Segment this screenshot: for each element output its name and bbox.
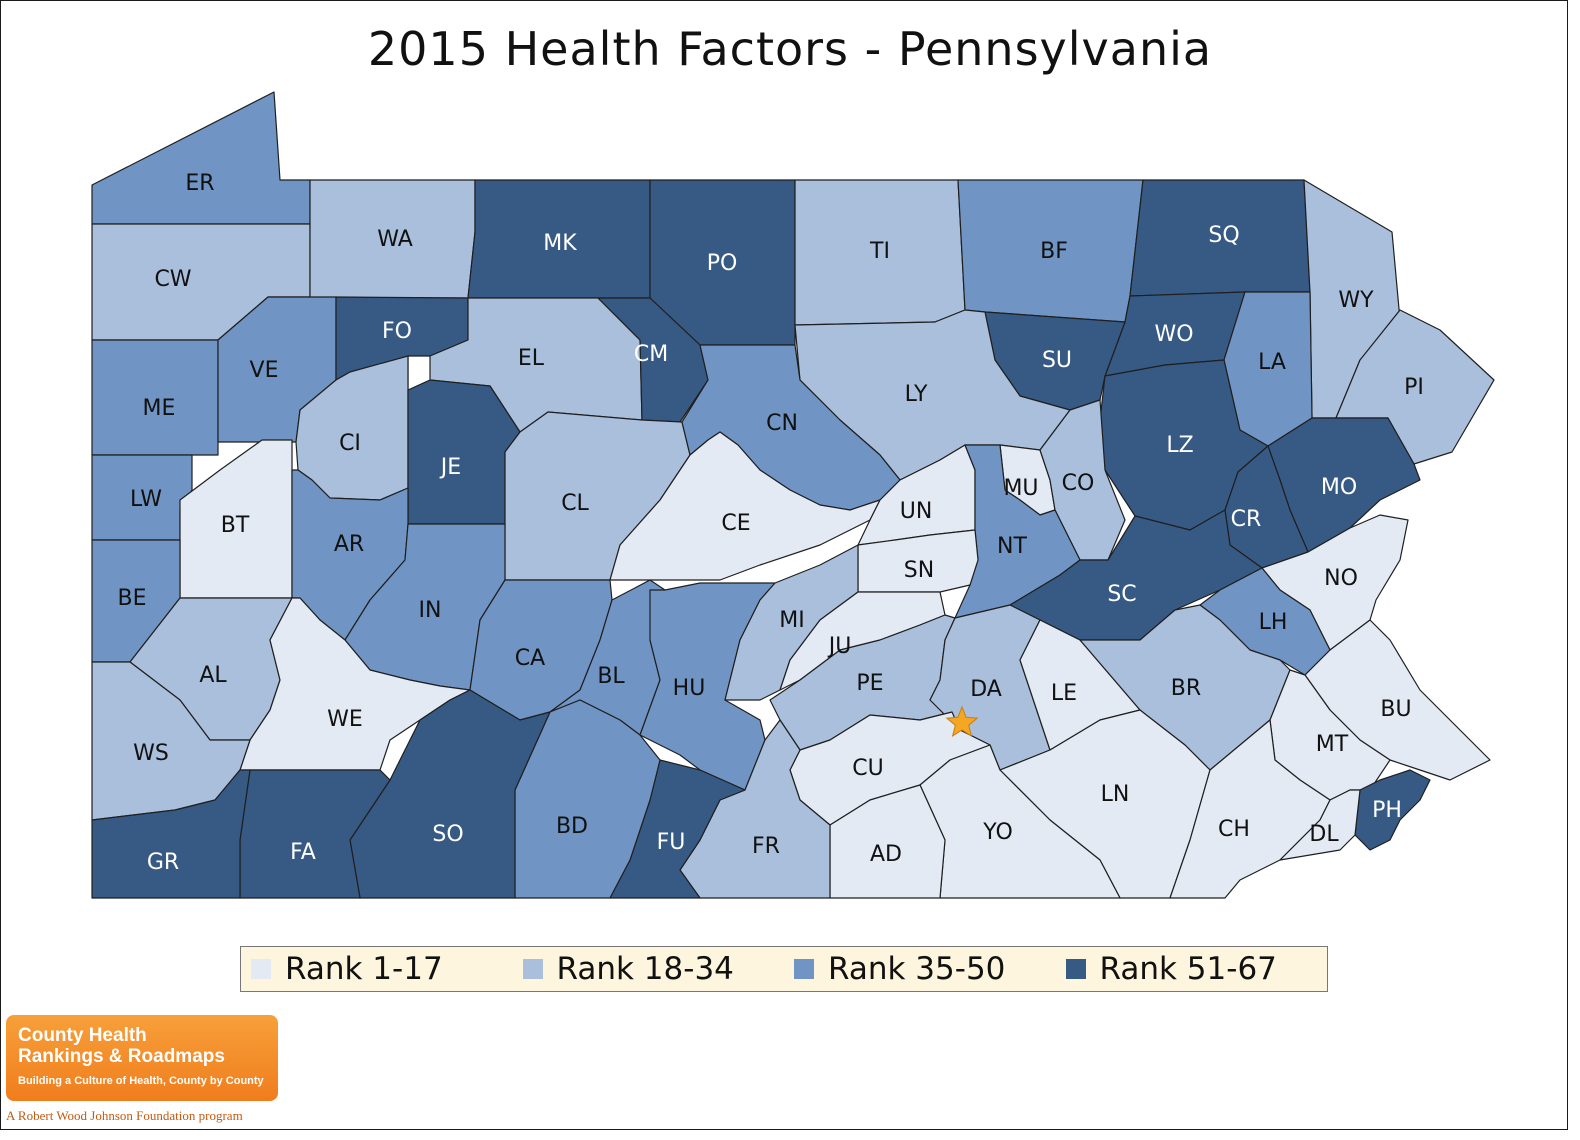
- county-label-po: PO: [707, 251, 738, 276]
- county-label-sc: SC: [1107, 582, 1136, 607]
- county-label-bl: BL: [597, 664, 625, 689]
- county-label-ad: AD: [870, 842, 902, 867]
- county-hu[interactable]: [639, 582, 776, 791]
- county-label-wo: WO: [1154, 322, 1193, 347]
- logo-name-line2: Rankings & Roadmaps: [18, 1046, 225, 1067]
- county-label-so: SO: [432, 822, 463, 847]
- county-label-sn: SN: [904, 558, 934, 583]
- county-label-da: DA: [970, 677, 1002, 702]
- county-label-pe: PE: [856, 671, 883, 696]
- county-label-ar: AR: [334, 532, 364, 557]
- county-label-mo: MO: [1321, 475, 1357, 500]
- county-label-sq: SQ: [1208, 223, 1239, 248]
- legend-swatch-rank-18-34: [522, 959, 543, 979]
- county-cm[interactable]: [597, 297, 709, 423]
- legend-item-rank-35-50: Rank 35-50: [784, 951, 1056, 987]
- legend-label: Rank 35-50: [828, 951, 1006, 987]
- county-label-nt: NT: [997, 534, 1027, 559]
- logo-name-line1: County Health: [18, 1025, 147, 1046]
- county-label-pi: PI: [1404, 375, 1424, 400]
- county-label-le: LE: [1051, 681, 1077, 706]
- county-health-rankings-logo[interactable]: County Health Rankings & Roadmaps Buildi…: [6, 1015, 278, 1101]
- logo-footer: A Robert Wood Johnson Foundation program: [6, 1108, 243, 1123]
- county-label-fr: FR: [752, 834, 780, 859]
- county-label-mi: MI: [779, 608, 804, 633]
- county-label-hu: HU: [673, 676, 706, 701]
- county-label-cw: CW: [154, 267, 191, 292]
- county-label-co: CO: [1062, 471, 1095, 496]
- county-label-ly: LY: [905, 382, 928, 407]
- legend-item-rank-18-34: Rank 18-34: [513, 951, 785, 987]
- logo-tagline: Building a Culture of Health, County by …: [18, 1075, 264, 1087]
- county-label-cl: CL: [561, 491, 589, 516]
- county-label-ws: WS: [133, 741, 169, 766]
- logo-name: County Health Rankings & Roadmaps: [18, 1025, 225, 1067]
- county-label-ci: CI: [339, 431, 361, 456]
- county-label-bd: BD: [556, 814, 588, 839]
- county-label-lw: LW: [130, 487, 162, 512]
- county-label-ve: VE: [250, 358, 279, 383]
- county-dl[interactable]: [1279, 789, 1361, 861]
- county-label-ce: CE: [721, 511, 750, 536]
- county-label-je: JE: [439, 455, 461, 480]
- county-label-mu: MU: [1003, 476, 1038, 501]
- county-label-dl: DL: [1309, 822, 1339, 847]
- county-label-cu: CU: [852, 756, 883, 781]
- county-ph[interactable]: [1354, 769, 1431, 851]
- legend-label: Rank 18-34: [556, 951, 734, 987]
- county-label-bu: BU: [1380, 697, 1411, 722]
- county-label-fu: FU: [657, 830, 686, 855]
- county-label-ti: TI: [869, 239, 890, 264]
- legend-item-rank-51-67: Rank 51-67: [1056, 951, 1328, 987]
- county-label-we: WE: [327, 707, 363, 732]
- county-label-wy: WY: [1338, 288, 1374, 313]
- county-label-ln: LN: [1101, 782, 1130, 807]
- county-label-yo: YO: [982, 820, 1013, 845]
- legend-swatch-rank-1-17: [251, 959, 271, 979]
- county-label-la: LA: [1258, 350, 1286, 375]
- legend: Rank 1-17 Rank 18-34 Rank 35-50 Rank 51-…: [240, 946, 1328, 992]
- county-label-be: BE: [118, 586, 147, 611]
- map-title: 2015 Health Factors - Pennsylvania: [367, 22, 1213, 76]
- county-label-bf: BF: [1040, 239, 1068, 264]
- county-label-un: UN: [900, 499, 933, 524]
- county-label-ch: CH: [1218, 817, 1250, 842]
- county-label-br: BR: [1171, 676, 1201, 701]
- county-label-gr: GR: [147, 850, 179, 875]
- legend-label: Rank 51-67: [1099, 951, 1277, 987]
- county-label-lz: LZ: [1166, 433, 1193, 458]
- county-label-cm: CM: [634, 342, 668, 367]
- legend-swatch-rank-35-50: [794, 959, 814, 979]
- county-er[interactable]: [91, 91, 311, 225]
- county-label-fa: FA: [290, 840, 316, 865]
- capital-star-icon: [945, 705, 979, 737]
- county-label-ca: CA: [515, 646, 545, 671]
- county-label-su: SU: [1042, 348, 1072, 373]
- county-label-in: IN: [419, 598, 442, 623]
- county-label-cn: CN: [766, 411, 798, 436]
- county-label-no: NO: [1324, 566, 1358, 591]
- county-gr[interactable]: [91, 769, 251, 899]
- county-label-mt: MT: [1316, 732, 1349, 757]
- county-label-mk: MK: [543, 231, 577, 256]
- county-label-el: EL: [518, 346, 545, 371]
- county-label-cr: CR: [1231, 507, 1262, 532]
- legend-label: Rank 1-17: [285, 951, 443, 987]
- county-label-lh: LH: [1259, 610, 1288, 635]
- county-label-bt: BT: [221, 513, 250, 538]
- county-label-ju: JU: [827, 634, 852, 659]
- county-label-wa: WA: [377, 227, 413, 252]
- county-me[interactable]: [91, 339, 219, 456]
- legend-item-rank-1-17: Rank 1-17: [241, 951, 513, 987]
- county-label-al: AL: [199, 663, 227, 688]
- legend-swatch-rank-51-67: [1065, 959, 1086, 979]
- county-label-me: ME: [143, 396, 176, 421]
- county-label-ph: PH: [1372, 798, 1402, 823]
- county-label-er: ER: [185, 171, 214, 196]
- county-label-fo: FO: [382, 319, 412, 344]
